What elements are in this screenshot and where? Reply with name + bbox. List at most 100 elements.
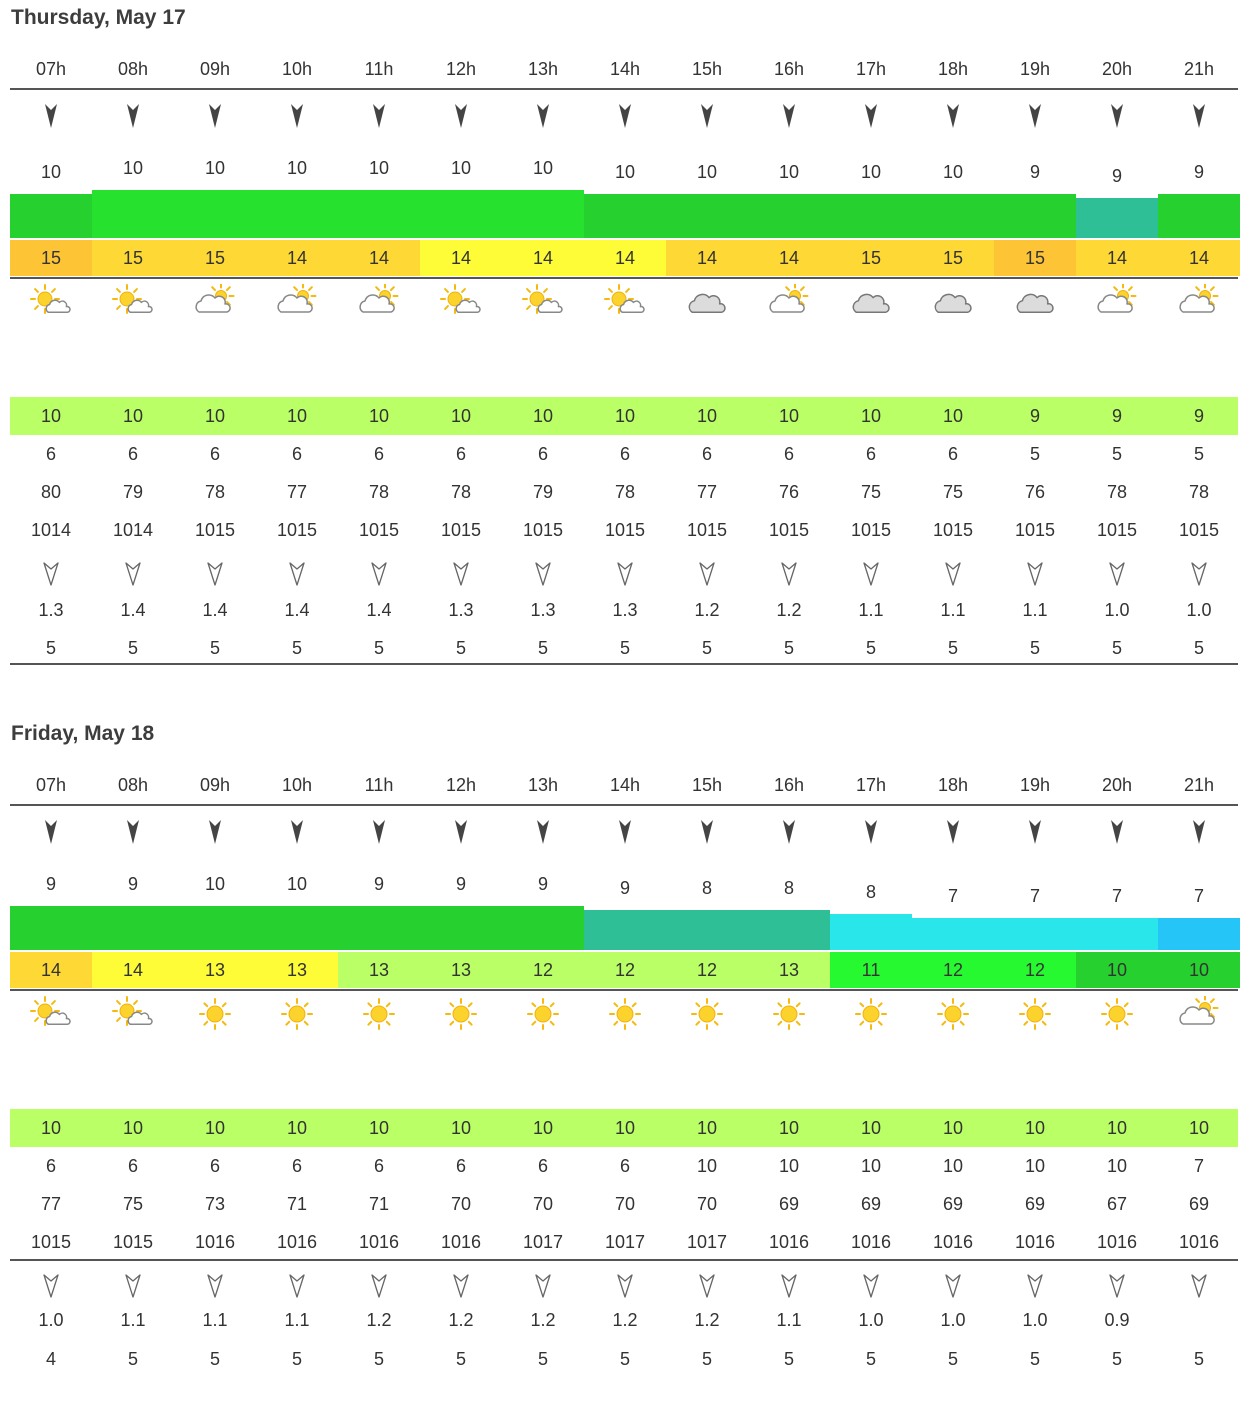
row-a-cell: 10 — [204, 1117, 226, 1138]
row-a-cell: 10 — [286, 405, 308, 426]
swell-arrow-icon — [994, 556, 1076, 592]
wind-speed-value: 8 — [783, 878, 794, 898]
wind-speed-bar — [912, 194, 994, 238]
swell-period-cell: 5 — [537, 1348, 548, 1369]
sun-cloud-icon — [584, 284, 666, 320]
wind-arrow-icon — [1076, 98, 1158, 134]
hour-cell: 09h — [199, 774, 231, 795]
swell-height-cell: 1.1 — [1022, 599, 1048, 620]
humidity-cell: 71 — [368, 1193, 390, 1214]
wind-speed-value: 9 — [455, 874, 466, 894]
wind-arrow-icon — [174, 98, 256, 134]
humidity-cell: 77 — [696, 481, 718, 502]
sun-cloud-icon — [502, 284, 584, 320]
temperature-cell: 15 — [10, 240, 92, 276]
swell-arrow-icon — [256, 556, 338, 592]
humidity-cell: 75 — [860, 481, 882, 502]
sun-icon — [584, 996, 666, 1032]
humidity-cell: 73 — [204, 1193, 226, 1214]
hour-cell: 14h — [609, 58, 641, 79]
swell-height-cell: 1.0 — [1186, 599, 1212, 620]
swell-arrow-icon — [666, 556, 748, 592]
hour-cell: 20h — [1101, 774, 1133, 795]
wind-speed-value: 10 — [532, 158, 554, 178]
swell-height-cell: 1.2 — [776, 599, 802, 620]
pressure-cell: 1015 — [932, 519, 974, 540]
sun-icon — [666, 996, 748, 1032]
wind-speed-bar — [420, 906, 502, 950]
wind-arrow-icon — [1158, 814, 1240, 850]
row-a-cell: 10 — [368, 1117, 390, 1138]
swell-arrow-icon — [420, 556, 502, 592]
wind-arrow-icon — [584, 814, 666, 850]
row-b-cell: 6 — [209, 1155, 220, 1176]
swell-height-cell: 1.4 — [202, 599, 228, 620]
row-a-cell: 10 — [40, 1117, 62, 1138]
row-b-cell: 10 — [778, 1155, 800, 1176]
wind-speed-bar — [830, 194, 912, 238]
wind-speed-bar — [338, 190, 420, 238]
weather-row — [10, 284, 1238, 320]
swell-height-cell: 1.2 — [694, 599, 720, 620]
row-b-row: 6 6 6 6 6 6 6 6 10 10 10 10 10 10 7 — [10, 1148, 1238, 1184]
swell-direction-row — [10, 556, 1238, 592]
hour-cell: 18h — [937, 774, 969, 795]
day-title: Thursday, May 17 — [11, 6, 186, 29]
temperature-cell: 12 — [666, 952, 748, 988]
humidity-cell: 76 — [1024, 481, 1046, 502]
wind-arrow-icon — [666, 814, 748, 850]
wind-arrow-icon — [830, 98, 912, 134]
wind-speed-value: 10 — [860, 162, 882, 182]
sun-icon — [256, 996, 338, 1032]
swell-arrow-icon — [1076, 1268, 1158, 1304]
temperature-cell: 14 — [420, 240, 502, 276]
swell-height-cell: 1.3 — [612, 599, 638, 620]
swell-period-cell: 5 — [373, 637, 384, 658]
swell-arrow-icon — [1158, 1268, 1240, 1304]
cloud-sun-icon — [338, 284, 420, 320]
row-b-cell: 6 — [45, 443, 56, 464]
wind-speed-value: 10 — [204, 158, 226, 178]
wind-speed-bar — [584, 194, 666, 238]
wind-speed-value: 10 — [778, 162, 800, 182]
sun-icon — [420, 996, 502, 1032]
pressure-cell: 1015 — [686, 519, 728, 540]
sun-cloud-icon — [92, 996, 174, 1032]
wind-speed-value: 10 — [942, 162, 964, 182]
wind-arrow-icon — [830, 814, 912, 850]
cloud-icon — [994, 284, 1076, 320]
hour-cell: 15h — [691, 58, 723, 79]
swell-height-cell: 1.1 — [940, 599, 966, 620]
divider-line — [10, 989, 1238, 991]
row-b-cell: 5 — [1193, 443, 1204, 464]
temperature-cell: 14 — [92, 952, 174, 988]
swell-arrow-icon — [584, 556, 666, 592]
temperature-cell: 15 — [174, 240, 256, 276]
pressure-row: 1014 1014 1015 1015 1015 1015 1015 1015 1015 1015… — [10, 512, 1238, 548]
wind-arrow-icon — [174, 814, 256, 850]
wind-speed-value: 10 — [286, 874, 308, 894]
swell-arrow-icon — [174, 1268, 256, 1304]
row-b-cell: 6 — [373, 1155, 384, 1176]
humidity-row: 77 75 73 71 71 70 70 70 70 69 69 69 69 67 69 — [10, 1186, 1238, 1222]
temperature-cell: 14 — [1076, 240, 1158, 276]
sun-icon — [748, 996, 830, 1032]
row-a-cell: 9 — [1029, 405, 1040, 426]
wind-speed-bar — [502, 190, 584, 238]
pressure-cell: 1017 — [604, 1231, 646, 1252]
row-a-cell: 10 — [696, 1117, 718, 1138]
wind-arrow-icon — [502, 814, 584, 850]
swell-period-cell: 5 — [291, 1348, 302, 1369]
wind-arrow-icon — [338, 814, 420, 850]
temperature-cell: 14 — [338, 240, 420, 276]
humidity-cell: 78 — [614, 481, 636, 502]
wind-speed-bar — [10, 194, 92, 238]
pressure-cell: 1016 — [440, 1231, 482, 1252]
hour-cell: 13h — [527, 774, 559, 795]
temperature-cell: 15 — [92, 240, 174, 276]
wind-speed-bar — [174, 190, 256, 238]
hour-cell: 15h — [691, 774, 723, 795]
row-b-cell: 6 — [619, 1155, 630, 1176]
wind-speed-value: 9 — [1193, 162, 1204, 182]
sun-cloud-icon — [10, 996, 92, 1032]
